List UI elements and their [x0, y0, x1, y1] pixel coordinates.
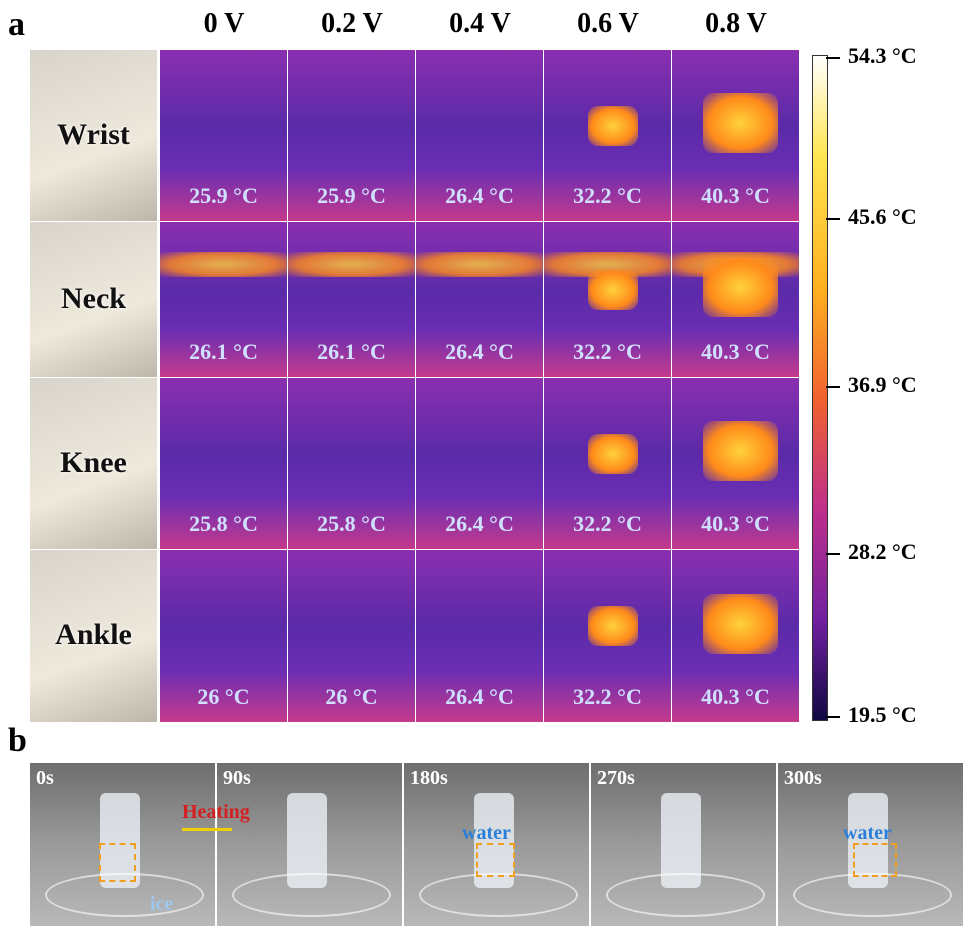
figure: a b 0 V0.2 V0.4 V0.6 V0.8 VWrist25.9 °C2…: [0, 0, 968, 926]
temperature: 26.4 °C: [416, 511, 543, 537]
photo-frame: 90s: [217, 763, 402, 926]
temperature: 26.4 °C: [416, 684, 543, 710]
temperature: 25.9 °C: [160, 183, 287, 209]
column-header: 0.4 V: [416, 8, 544, 40]
temperature: 40.3 °C: [672, 684, 799, 710]
temperature: 40.3 °C: [672, 183, 799, 209]
temperature: 26.4 °C: [416, 183, 543, 209]
temperature: 40.3 °C: [672, 339, 799, 365]
column-header: 0.2 V: [288, 8, 416, 40]
colorbar-tick: [826, 218, 840, 220]
thermal-image: 25.9 °C: [160, 50, 287, 221]
frame-time: 0s: [36, 767, 54, 790]
temperature: 32.2 °C: [544, 511, 671, 537]
panel-label: b: [8, 722, 27, 760]
thermal-image: 40.3 °C: [672, 378, 799, 549]
thermal-image: 25.8 °C: [160, 378, 287, 549]
panel-label: a: [8, 6, 25, 44]
dish: [793, 873, 952, 917]
annotation: ice: [150, 893, 173, 916]
thermal-image: 40.3 °C: [672, 50, 799, 221]
thermal-image: 40.3 °C: [672, 550, 799, 722]
column-header: 0.6 V: [544, 8, 672, 40]
row-label: Wrist: [30, 118, 157, 152]
warm-band: [160, 252, 287, 277]
temperature: 32.2 °C: [544, 183, 671, 209]
frame-time: 300s: [784, 767, 822, 790]
thermal-image: 25.9 °C: [288, 50, 415, 221]
temperature: 40.3 °C: [672, 511, 799, 537]
temperature: 25.8 °C: [288, 511, 415, 537]
colorbar-tick: [826, 553, 840, 555]
arrow: [182, 828, 232, 831]
temperature: 26 °C: [288, 684, 415, 710]
heated-area: [588, 434, 638, 474]
heated-area: [588, 106, 638, 146]
annotation: water: [462, 822, 511, 845]
row-label: Neck: [30, 282, 157, 316]
colorbar-tick: [826, 57, 840, 59]
heated-area: [703, 93, 778, 153]
colorbar-label: 19.5 °C: [848, 702, 917, 728]
dish: [606, 873, 765, 917]
row-label: Ankle: [30, 618, 157, 652]
thermal-image: 26.4 °C: [416, 50, 543, 221]
temperature: 26.1 °C: [288, 339, 415, 365]
highlight-box: [853, 843, 897, 877]
frame-time: 270s: [597, 767, 635, 790]
temperature: 26.4 °C: [416, 339, 543, 365]
warm-band: [416, 252, 543, 277]
colorbar-label: 28.2 °C: [848, 539, 917, 565]
photo: Wrist: [30, 50, 157, 221]
thermal-image: 26.1 °C: [160, 222, 287, 377]
colorbar-label: 36.9 °C: [848, 372, 917, 398]
heated-area: [588, 270, 638, 310]
frame-time: 90s: [223, 767, 251, 790]
colorbar-label: 45.6 °C: [848, 204, 917, 230]
column-header: 0 V: [160, 8, 288, 40]
thermal-image: 26 °C: [160, 550, 287, 722]
temperature: 32.2 °C: [544, 684, 671, 710]
thermal-image: 32.2 °C: [544, 222, 671, 377]
annotation: water: [843, 822, 892, 845]
temperature: 26 °C: [160, 684, 287, 710]
colorbar-tick: [826, 716, 840, 718]
photo: Neck: [30, 222, 157, 377]
heated-area: [588, 606, 638, 646]
thermal-image: 40.3 °C: [672, 222, 799, 377]
annotation: Heating: [182, 801, 250, 824]
heated-area: [703, 421, 778, 481]
row-label: Knee: [30, 446, 157, 480]
photo: Ankle: [30, 550, 157, 722]
dish: [232, 873, 391, 917]
thermal-image: 26 °C: [288, 550, 415, 722]
thermal-image: 32.2 °C: [544, 378, 671, 549]
thermal-image: 26.4 °C: [416, 550, 543, 722]
highlight-box: [476, 843, 515, 877]
heated-area: [703, 257, 778, 317]
thermal-image: 25.8 °C: [288, 378, 415, 549]
thermal-image: 26.1 °C: [288, 222, 415, 377]
heated-area: [703, 594, 778, 654]
thermal-image: 32.2 °C: [544, 50, 671, 221]
colorbar: [812, 55, 828, 721]
frame-time: 180s: [410, 767, 448, 790]
temperature: 25.9 °C: [288, 183, 415, 209]
colorbar-tick: [826, 386, 840, 388]
photo: Knee: [30, 378, 157, 549]
photo-frame: 270s: [591, 763, 776, 926]
temperature: 32.2 °C: [544, 339, 671, 365]
highlight-box: [99, 843, 136, 882]
thermal-image: 26.4 °C: [416, 378, 543, 549]
colorbar-label: 54.3 °C: [848, 43, 917, 69]
temperature: 25.8 °C: [160, 511, 287, 537]
dish: [419, 873, 578, 917]
thermal-image: 26.4 °C: [416, 222, 543, 377]
column-header: 0.8 V: [672, 8, 800, 40]
warm-band: [288, 252, 415, 277]
temperature: 26.1 °C: [160, 339, 287, 365]
thermal-image: 32.2 °C: [544, 550, 671, 722]
